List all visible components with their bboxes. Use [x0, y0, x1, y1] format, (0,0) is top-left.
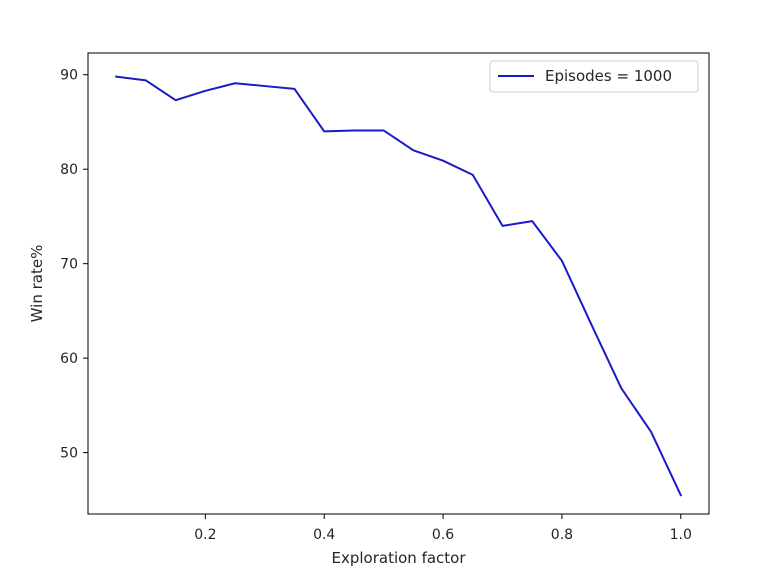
x-axis-ticks: 0.2 0.4 0.6 0.8 1.0 [194, 514, 692, 543]
legend-label: Episodes = 1000 [545, 67, 672, 85]
x-tick-label: 0.8 [551, 527, 573, 543]
y-tick-label: 90 [60, 68, 78, 84]
series-line [115, 75, 683, 497]
plot-area-frame [87, 52, 710, 515]
y-tick-label: 70 [60, 257, 78, 273]
x-tick-label: 0.6 [432, 527, 454, 543]
x-tick-label: 1.0 [670, 527, 692, 543]
legend: Episodes = 1000 [489, 60, 699, 93]
x-tick-label: 0.2 [194, 527, 216, 543]
y-tick-label: 50 [60, 446, 78, 462]
y-tick-label: 80 [60, 162, 78, 178]
y-axis-ticks: 50 60 70 80 90 [60, 68, 88, 462]
y-tick-label: 60 [60, 351, 78, 367]
legend-box [489, 60, 699, 93]
y-axis-label: Win rate% [28, 245, 46, 323]
x-axis-label: Exploration factor [331, 549, 466, 567]
x-tick-label: 0.4 [313, 527, 335, 543]
